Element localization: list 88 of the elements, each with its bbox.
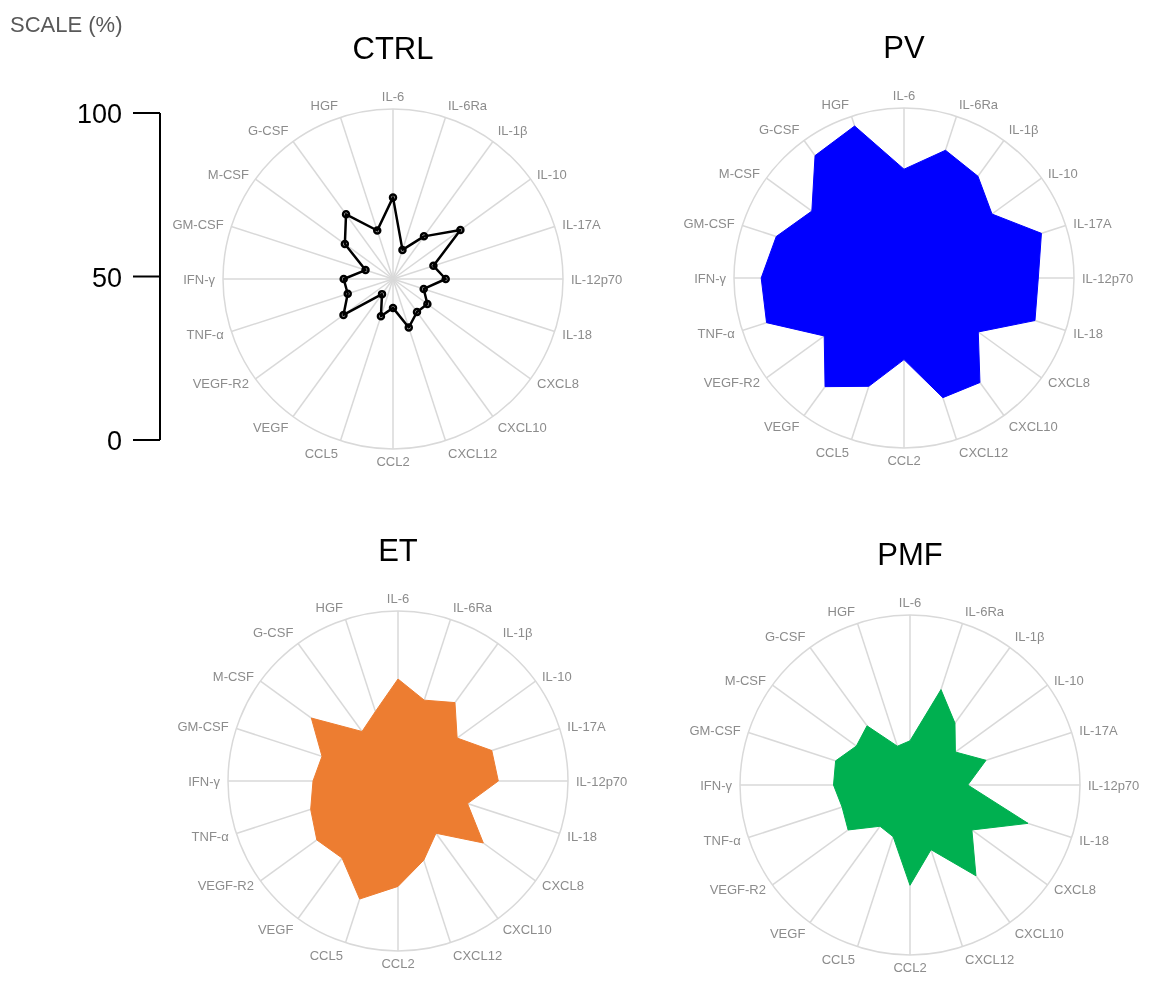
spoke-label: CXCL10 [1014, 926, 1064, 942]
spoke-label: VEGF-R2 [709, 882, 766, 898]
spoke-label: M-CSF [718, 165, 761, 181]
spoke-label: VEGF-R2 [703, 375, 760, 391]
spoke-label: TNF-α [191, 828, 230, 844]
chart-title: PMF [876, 536, 944, 574]
spoke-label: G-CSF [247, 122, 289, 138]
spoke-label: TNF-α [186, 326, 225, 342]
spoke-label: M-CSF [212, 668, 255, 684]
chart-title: PV [882, 29, 926, 67]
spoke-label: G-CSF [758, 121, 800, 137]
spoke-label: HGF [827, 603, 856, 619]
spoke-label: CXCL8 [542, 878, 584, 894]
spoke-label: IL-12p70 [571, 271, 623, 287]
spoke-label: GM-CSF [177, 718, 229, 734]
spoke-label: IL-1β [1008, 121, 1039, 137]
spoke-label: IL-6Ra [959, 96, 999, 112]
spoke-label: CCL2 [893, 960, 927, 976]
spoke-label: IFN-γ [694, 270, 727, 286]
spoke-label: VEGF-R2 [192, 376, 249, 392]
spoke-label: IL-1β [502, 624, 533, 640]
spoke-label: CCL5 [309, 947, 343, 963]
spoke-label: CCL2 [381, 956, 415, 972]
spoke-label: CCL5 [304, 445, 338, 461]
spoke-label: IL-6 [386, 591, 410, 606]
spoke-label: IL-12p70 [576, 773, 628, 789]
spoke-label: IL-18 [1073, 325, 1103, 341]
spoke-label: IL-10 [542, 668, 572, 684]
spoke-label: G-CSF [252, 624, 294, 640]
spoke-label: IL-6Ra [448, 97, 488, 113]
spoke-label: IL-6 [898, 595, 922, 610]
spoke-label: CXCL12 [965, 951, 1015, 967]
spoke-label: VEGF [257, 922, 294, 938]
text: 100 [76, 99, 122, 129]
spoke-label: G-CSF [764, 628, 806, 644]
spoke-label: IL-10 [1048, 165, 1078, 181]
spoke-label: IL-1β [1014, 628, 1045, 644]
spoke-label: M-CSF [207, 166, 250, 182]
spoke-label: IL-12p70 [1088, 777, 1140, 793]
spoke-label: CXCL10 [497, 420, 547, 436]
spoke-label: TNF-α [703, 832, 742, 848]
spoke-label: CCL5 [815, 444, 849, 460]
spoke-label: CXCL8 [537, 376, 579, 392]
spoke-label: M-CSF [724, 672, 767, 688]
spoke-label: GM-CSF [689, 722, 741, 738]
spoke-label: IFN-γ [188, 773, 221, 789]
spoke-label: GM-CSF [683, 215, 735, 231]
spoke-label: VEGF [769, 926, 806, 942]
spoke-label: VEGF-R2 [197, 878, 254, 894]
spoke-label: CCL5 [821, 951, 855, 967]
spoke-label: IL-17A [562, 216, 601, 232]
spoke-label: IL-18 [1079, 832, 1109, 848]
spoke-label: CXCL10 [502, 922, 552, 938]
spoke-label: CXCL12 [448, 445, 498, 461]
spoke-label: TNF-α [697, 325, 736, 341]
spoke-label: IL-6Ra [965, 603, 1005, 619]
spoke-label: IFN-γ [183, 271, 216, 287]
spoke-label: CCL2 [887, 453, 921, 469]
spoke-label: HGF [310, 97, 339, 113]
spoke-label: IL-10 [1054, 672, 1084, 688]
spoke-label: HGF [315, 599, 344, 615]
spoke-label: CXCL12 [453, 947, 503, 963]
spoke-label: CCL2 [376, 454, 410, 470]
spoke-label: IL-6 [381, 89, 405, 104]
spoke-label: VEGF [763, 419, 800, 435]
chart-title: CTRL [351, 30, 435, 68]
spoke-label: VEGF [252, 420, 289, 436]
spoke-label: CXCL10 [1008, 419, 1058, 435]
spoke-label: GM-CSF [172, 216, 224, 232]
spoke-label: IL-10 [537, 166, 567, 182]
spoke-label: IL-18 [567, 828, 597, 844]
spoke-label: IL-6Ra [453, 599, 493, 615]
spoke-label: HGF [821, 96, 850, 112]
text: 0 [106, 426, 122, 456]
spoke-label: IL-17A [1079, 722, 1118, 738]
spoke-label: CXCL12 [959, 444, 1009, 460]
spoke-label: IFN-γ [700, 777, 733, 793]
spoke-label: IL-18 [562, 326, 592, 342]
spoke-label: CXCL8 [1048, 375, 1090, 391]
spoke-label: IL-17A [1073, 215, 1112, 231]
spoke-label: IL-17A [567, 718, 606, 734]
chart-title: ET [377, 532, 419, 570]
spoke-label: IL-6 [892, 88, 916, 103]
spoke-label: CXCL8 [1054, 882, 1096, 898]
spoke-label: IL-1β [497, 122, 528, 138]
text: SCALE (%) [10, 12, 123, 37]
text: 50 [91, 262, 122, 293]
spoke-label: IL-12p70 [1082, 270, 1134, 286]
